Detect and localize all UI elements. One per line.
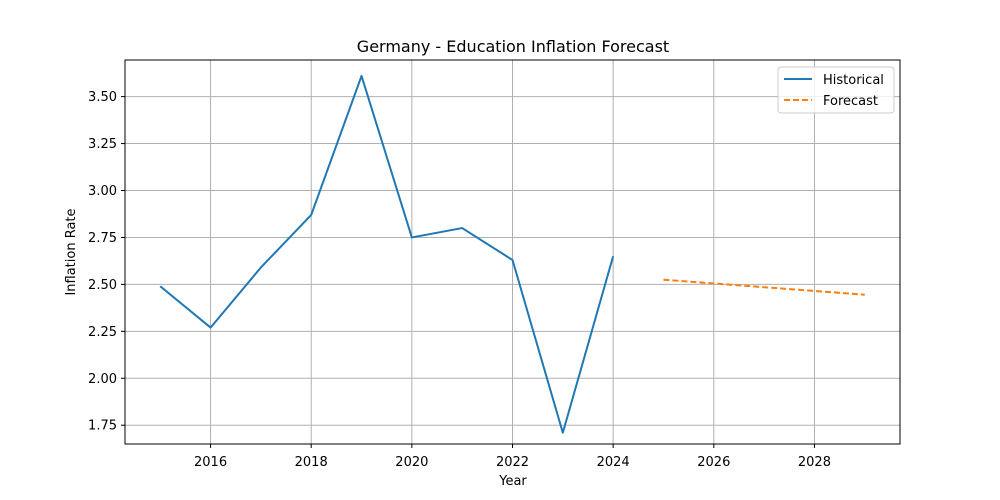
legend: Historical Forecast bbox=[777, 66, 895, 114]
x-tick-label: 2020 bbox=[395, 455, 428, 470]
x-tick-label: 2024 bbox=[597, 455, 630, 470]
x-tick-label: 2026 bbox=[697, 455, 730, 470]
y-tick-label: 1.75 bbox=[88, 419, 117, 434]
y-tick-label: 2.00 bbox=[88, 372, 117, 387]
x-tick-label: 2016 bbox=[194, 455, 227, 470]
x-axis-title: Year bbox=[498, 474, 527, 489]
y-tick-label: 3.25 bbox=[88, 137, 117, 152]
y-axis-title: Inflation Rate bbox=[64, 208, 79, 295]
x-tick-label: 2018 bbox=[295, 455, 328, 470]
legend-historical-label: Historical bbox=[823, 73, 884, 88]
series-line-historical bbox=[159, 74, 615, 434]
y-tick-label: 2.75 bbox=[88, 231, 117, 246]
x-tick-label: 2022 bbox=[496, 455, 529, 470]
y-tick-label: 3.50 bbox=[88, 90, 117, 105]
chart-title: Germany - Education Inflation Forecast bbox=[357, 37, 669, 56]
series-line-forecast bbox=[663, 278, 865, 296]
x-tick-label: 2028 bbox=[798, 455, 831, 470]
legend-forecast-label: Forecast bbox=[823, 94, 878, 109]
grid bbox=[125, 60, 900, 444]
plot-series bbox=[159, 74, 865, 434]
y-tick-label: 3.00 bbox=[88, 184, 117, 199]
axis-ticks: 2016 2018 2020 2022 2024 2026 2028 1.75 2.00 2.25… bbox=[88, 90, 831, 470]
y-tick-label: 2.50 bbox=[88, 278, 117, 293]
y-tick-label: 2.25 bbox=[88, 325, 117, 340]
